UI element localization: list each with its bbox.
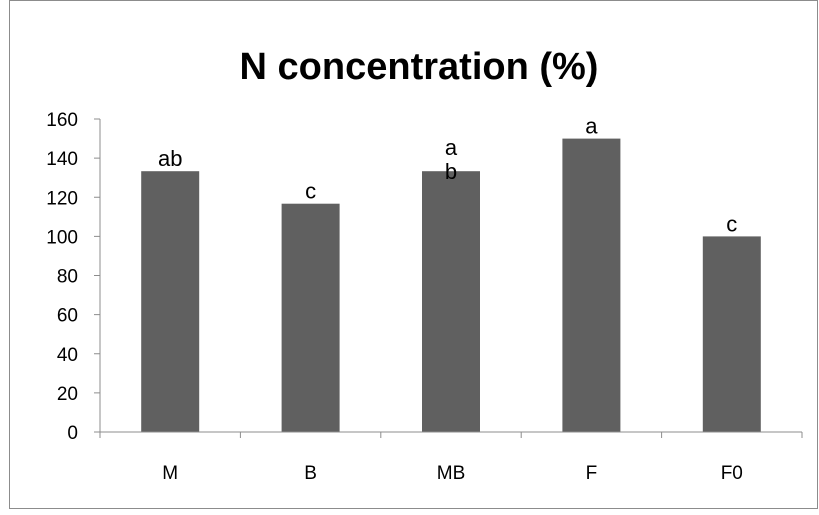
y-tick-label: 80 — [57, 267, 78, 288]
y-tick-label: 20 — [57, 384, 78, 405]
bar — [141, 171, 200, 432]
x-tick-label: B — [304, 463, 317, 484]
x-tick-label: M — [162, 463, 178, 484]
y-tick-label: 0 — [67, 423, 78, 444]
data-label: a — [585, 114, 598, 139]
data-label: c — [305, 179, 316, 204]
y-tick-label: 40 — [57, 345, 78, 366]
y-tick-label: 140 — [46, 149, 78, 170]
bar — [422, 171, 480, 432]
y-tick-label: 60 — [57, 306, 78, 327]
bar — [702, 236, 761, 432]
bar — [562, 138, 621, 432]
y-tick-label: 100 — [46, 227, 78, 248]
data-label: a — [445, 135, 458, 160]
x-tick-label: MB — [437, 463, 466, 484]
x-tick-label: F0 — [721, 463, 743, 484]
data-label: c — [726, 211, 737, 236]
chart-title: N concentration (%) — [240, 46, 599, 88]
x-tick-label: F — [586, 463, 598, 484]
bar — [281, 203, 340, 432]
y-tick-label: 160 — [46, 110, 78, 131]
data-label: ab — [158, 146, 182, 171]
y-tick-label: 120 — [46, 188, 78, 209]
data-label: b — [445, 159, 457, 184]
